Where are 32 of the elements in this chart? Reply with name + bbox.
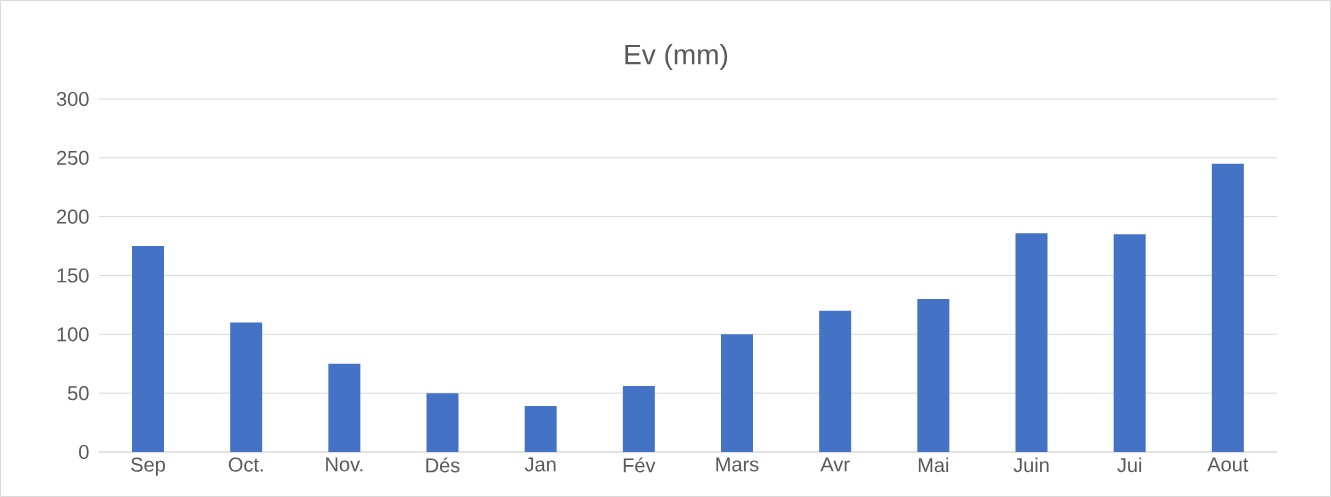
bar	[1113, 234, 1146, 452]
bar	[622, 386, 655, 452]
x-tick-label: Jan	[524, 457, 556, 472]
y-tick-label: 50	[67, 386, 89, 401]
bar	[328, 363, 361, 452]
x-tick-label: Mai	[918, 457, 949, 473]
bar	[426, 393, 459, 452]
bar	[132, 246, 165, 452]
y-tick-label: 300	[56, 91, 89, 107]
bar	[1211, 163, 1244, 452]
y-tick-label: 150	[57, 268, 89, 283]
x-tick-label: Sep	[131, 457, 165, 476]
y-tick-label: 100	[57, 327, 89, 342]
x-tick-label: Juin	[1013, 457, 1049, 473]
y-tick-label: 250	[57, 150, 89, 165]
x-tick-label: Oct.	[228, 457, 263, 472]
y-tick-label: 200	[57, 209, 89, 224]
chart-title: Ev (mm)	[625, 43, 728, 71]
bar	[1015, 233, 1048, 452]
x-tick-label: Nov.	[326, 457, 363, 472]
x-tick-label: Mars	[716, 457, 759, 472]
x-tick-label: Avr	[820, 457, 850, 472]
bar	[819, 310, 852, 452]
bar	[230, 322, 263, 452]
x-tick-label: Jui	[1117, 457, 1142, 473]
x-tick-label: Dés	[426, 457, 460, 473]
bar	[721, 334, 753, 452]
x-tick-label: Fév	[623, 457, 656, 473]
bar	[917, 299, 950, 452]
y-tick-label: 0	[79, 444, 89, 460]
bar	[524, 406, 557, 452]
x-tick-label: Aout	[1207, 457, 1249, 472]
